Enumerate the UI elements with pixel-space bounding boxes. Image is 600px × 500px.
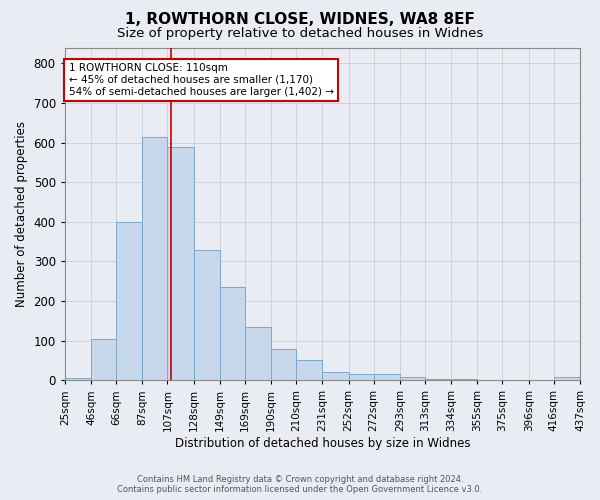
Bar bbox=[245, 327, 271, 380]
Bar bbox=[400, 377, 425, 380]
Bar bbox=[271, 350, 296, 380]
Bar bbox=[296, 360, 322, 380]
Bar bbox=[554, 377, 580, 380]
Bar bbox=[425, 379, 451, 380]
Bar bbox=[349, 374, 374, 380]
Text: 1, ROWTHORN CLOSE, WIDNES, WA8 8EF: 1, ROWTHORN CLOSE, WIDNES, WA8 8EF bbox=[125, 12, 475, 28]
Y-axis label: Number of detached properties: Number of detached properties bbox=[15, 121, 28, 307]
Bar bbox=[167, 146, 194, 380]
Bar bbox=[220, 287, 245, 380]
Bar bbox=[322, 372, 349, 380]
Bar bbox=[65, 378, 91, 380]
Bar bbox=[91, 338, 116, 380]
Bar bbox=[116, 222, 142, 380]
X-axis label: Distribution of detached houses by size in Widnes: Distribution of detached houses by size … bbox=[175, 437, 470, 450]
Bar bbox=[142, 136, 167, 380]
Text: Size of property relative to detached houses in Widnes: Size of property relative to detached ho… bbox=[117, 28, 483, 40]
Text: 1 ROWTHORN CLOSE: 110sqm
← 45% of detached houses are smaller (1,170)
54% of sem: 1 ROWTHORN CLOSE: 110sqm ← 45% of detach… bbox=[68, 64, 334, 96]
Bar bbox=[374, 374, 400, 380]
Bar bbox=[194, 250, 220, 380]
Text: Contains HM Land Registry data © Crown copyright and database right 2024.
Contai: Contains HM Land Registry data © Crown c… bbox=[118, 474, 482, 494]
